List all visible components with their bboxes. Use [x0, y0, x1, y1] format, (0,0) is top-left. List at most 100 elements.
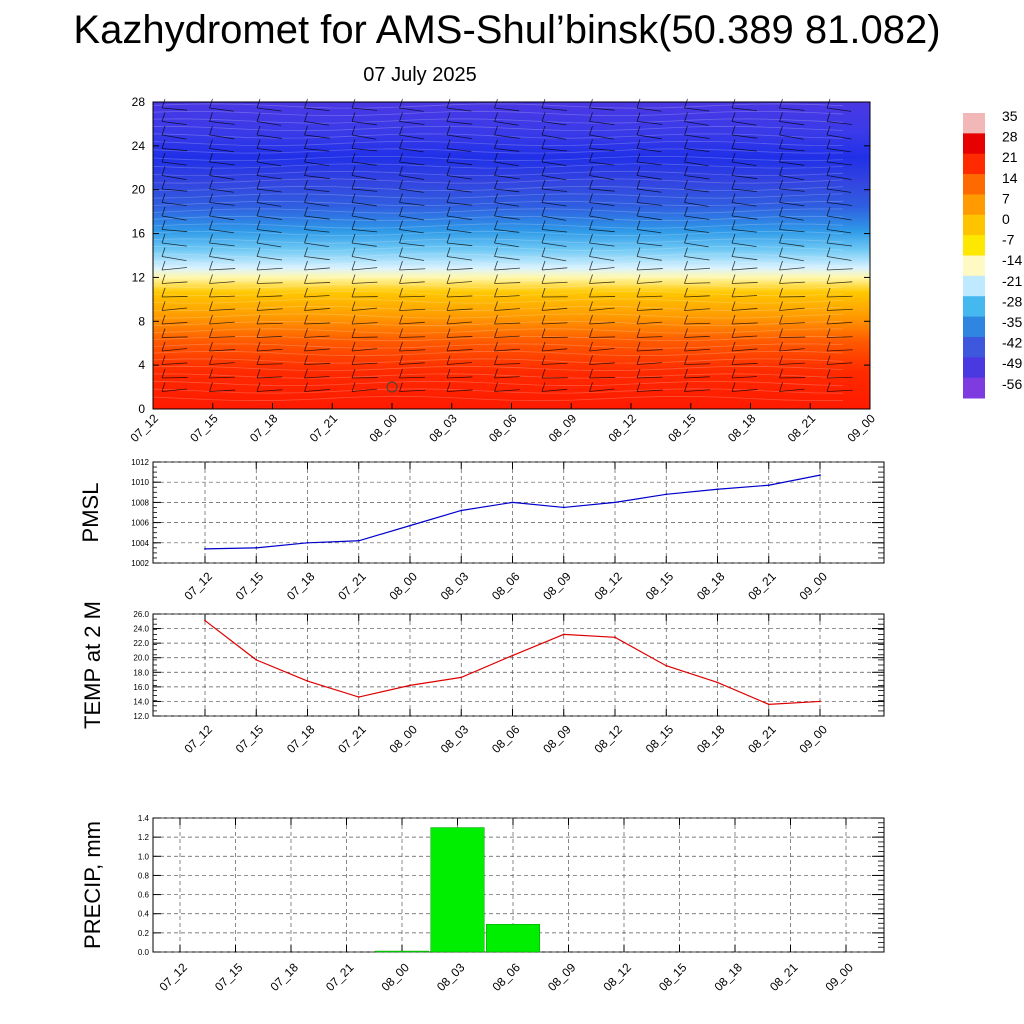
- wind-barb: [446, 161, 473, 166]
- colorbar-swatch: [963, 214, 985, 236]
- wind-barb-flag: [494, 314, 498, 325]
- wind-barb: [446, 321, 473, 325]
- wind-barb: [826, 295, 853, 298]
- wind-barb: [161, 148, 188, 152]
- wind-barb: [541, 202, 567, 207]
- x-tick-label: 07_15: [233, 722, 267, 756]
- contour-line: [152, 328, 844, 334]
- wind-barb: [256, 242, 282, 248]
- wind-barb: [256, 348, 283, 352]
- heatmap-y-tick-label: 20: [132, 183, 146, 197]
- wind-barb: [256, 335, 283, 338]
- wind-barb-flag: [446, 287, 451, 298]
- wind-barb-flag: [779, 301, 783, 311]
- wind-barb: [541, 121, 567, 126]
- wind-barb-flag: [779, 368, 783, 379]
- wind-barb-flag: [826, 98, 831, 109]
- colorbar-swatch: [963, 255, 985, 277]
- data-point: [716, 488, 719, 491]
- contour-line: [152, 253, 844, 259]
- contour-line: [152, 230, 844, 237]
- x-tick-label: 08_06: [489, 569, 523, 603]
- wind-barb-flag: [541, 260, 546, 271]
- x-tick-label: 07_18: [267, 960, 301, 994]
- wind-barb: [351, 267, 378, 271]
- wind-barb: [731, 175, 758, 180]
- wind-barb-flag: [399, 301, 403, 311]
- wind-barb: [209, 121, 235, 125]
- wind-barb: [636, 161, 663, 166]
- wind-barb: [541, 362, 568, 365]
- wind-barb-flag: [446, 355, 451, 365]
- wind-barb-flag: [589, 139, 593, 149]
- wind-barb-flag: [446, 341, 451, 352]
- wind-barb-flag: [589, 179, 593, 190]
- wind-barb-flag: [684, 139, 688, 149]
- wind-barb-flag: [494, 206, 498, 217]
- wind-barb-flag: [826, 287, 831, 298]
- wind-barb-flag: [731, 220, 736, 230]
- wind-barb-flag: [304, 328, 308, 338]
- wind-barb-flag: [731, 179, 736, 190]
- wind-barb-flag: [446, 220, 451, 230]
- heatmap-y-tick-label: 24: [132, 139, 146, 153]
- wind-barb-flag: [494, 287, 498, 298]
- heatmap-x-tick-label: 08_15: [665, 411, 699, 445]
- wind-barb-flag: [541, 274, 546, 284]
- wind-barb: [256, 107, 282, 112]
- wind-barb: [589, 188, 615, 192]
- wind-barb-flag: [399, 274, 403, 284]
- wind-barb: [779, 322, 805, 325]
- wind-barb: [304, 282, 331, 284]
- wind-barb: [541, 107, 568, 111]
- wind-barb-flag: [161, 179, 166, 190]
- colorbar-swatch: [963, 316, 985, 338]
- wind-barb: [161, 388, 188, 392]
- contour-line: [152, 133, 844, 139]
- wind-barb-flag: [304, 125, 308, 136]
- wind-barb-flag: [541, 301, 546, 311]
- wind-barb-flag: [209, 301, 213, 311]
- colorbar-swatch: [963, 235, 985, 256]
- y-tick-label: 26.0: [133, 610, 149, 619]
- page-title: Kazhydromet for AMS-Shul’binsk(50.389 81…: [73, 8, 941, 52]
- wind-barb: [494, 376, 520, 379]
- y-tick-label: 0.6: [138, 891, 150, 900]
- wind-barb-flag: [399, 368, 403, 379]
- wind-barb: [779, 388, 805, 392]
- wind-barb-flag: [779, 314, 783, 325]
- x-tick-label: 07_21: [323, 960, 357, 994]
- wind-barb-flag: [541, 112, 546, 122]
- y-tick-label: 1.2: [138, 833, 150, 842]
- wind-barb: [731, 188, 757, 193]
- wind-barb: [589, 322, 615, 325]
- contour-line: [152, 208, 844, 214]
- wind-barb-flag: [636, 247, 641, 257]
- wind-barb-flag: [779, 152, 783, 163]
- wind-barb-flag: [209, 260, 213, 271]
- wind-barb-flag: [304, 112, 308, 122]
- wind-barb-flag: [541, 220, 546, 230]
- colorbar-swatch: [963, 377, 985, 399]
- wind-barb: [351, 134, 377, 140]
- wind-barb: [494, 256, 520, 261]
- wind-barb-flag: [256, 98, 261, 109]
- wind-barb: [826, 336, 853, 338]
- x-tick-label: 08_15: [656, 960, 690, 994]
- wind-barb: [351, 307, 378, 311]
- wind-barb-flag: [684, 233, 688, 244]
- y-tick-label: 14.0: [133, 697, 149, 706]
- wind-barb: [161, 322, 188, 325]
- wind-barb-flag: [684, 301, 688, 311]
- wind-barb: [256, 175, 283, 180]
- wind-barb: [494, 215, 520, 220]
- wind-barb-flag: [826, 233, 831, 244]
- wind-barb: [399, 121, 425, 125]
- wind-barb: [399, 256, 425, 261]
- wind-barb-flag: [161, 166, 166, 176]
- wind-barb-flag: [304, 368, 308, 379]
- wind-barb-flag: [779, 139, 783, 149]
- wind-barb-flag: [541, 314, 546, 325]
- wind-barb: [494, 363, 521, 365]
- colorbar-label: -49: [1002, 355, 1022, 371]
